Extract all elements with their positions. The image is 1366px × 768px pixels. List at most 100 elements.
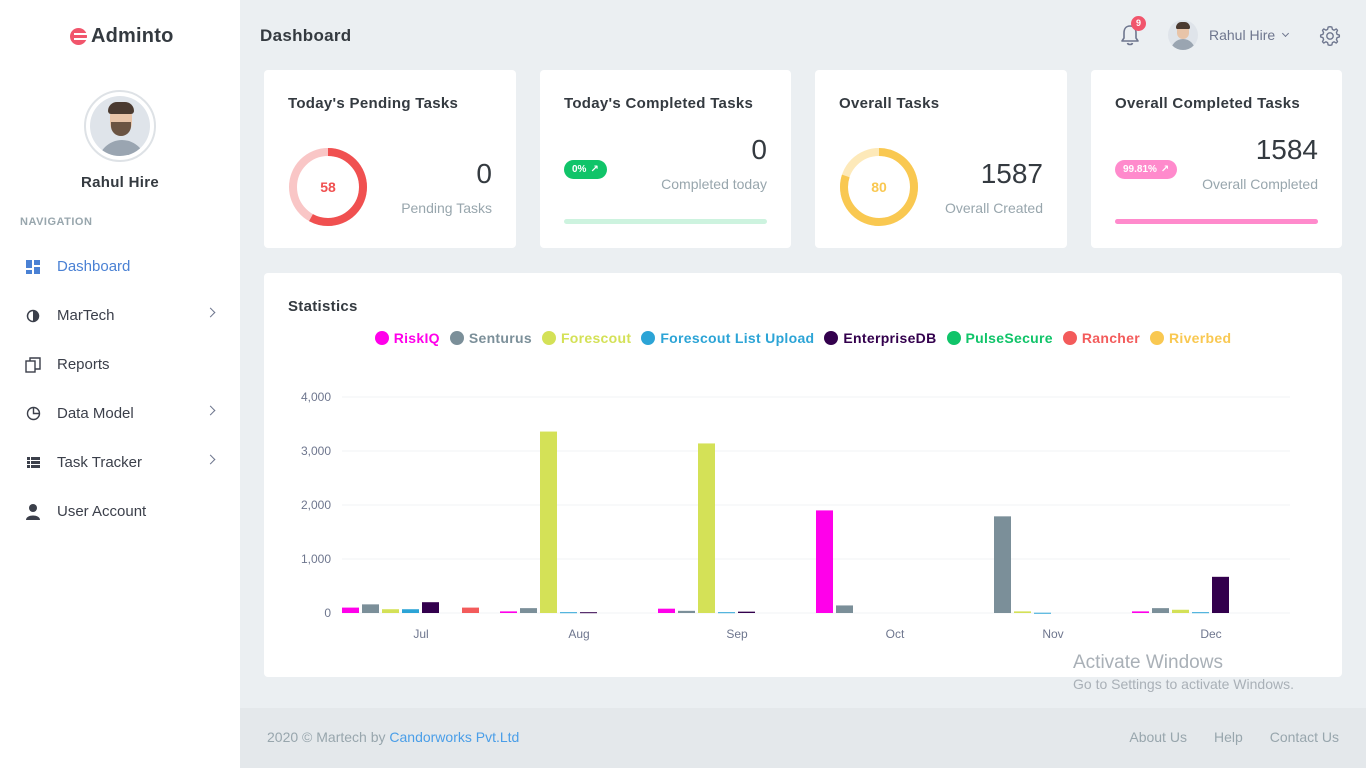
sidebar-item-label: Reports — [57, 356, 110, 373]
footer-copyright: 2020 © Martech by Candorworks Pvt.Ltd — [267, 729, 519, 745]
footer-link-help[interactable]: Help — [1213, 729, 1243, 745]
legend-label: Forescout — [560, 330, 632, 346]
bar — [1212, 576, 1229, 613]
sidebar-item-label: User Account — [57, 503, 147, 520]
trend-up-icon: ↗ — [1160, 164, 1170, 175]
bar — [462, 607, 479, 613]
legend-item[interactable]: RiskIQ — [374, 330, 440, 346]
bar — [402, 609, 419, 613]
pending-donut — [289, 148, 367, 226]
sidebar-item-data-model[interactable]: Data Model — [0, 389, 240, 438]
legend-item[interactable]: Forescout — [541, 330, 632, 346]
bar — [540, 431, 557, 613]
user-name: Rahul Hire — [1209, 27, 1276, 43]
overall-completed-badge: 99.81% ↗ — [1115, 160, 1178, 179]
legend-marker — [374, 331, 389, 345]
pie-chart-icon — [25, 406, 41, 422]
bar — [994, 516, 1011, 613]
sidebar-nav: Dashboard MarTech Reports Data Model — [0, 242, 240, 536]
bar — [560, 612, 577, 614]
statistics-card: Statistics RiskIQ Senturus Forescout Foresc… — [264, 273, 1342, 677]
sidebar-item-label: MarTech — [57, 307, 115, 324]
chevron-right-icon — [205, 454, 216, 465]
footer-links: About Us Help Contact Us — [1102, 729, 1339, 745]
pending-count: 0 — [476, 158, 492, 189]
watermark-title: Activate Windows — [1073, 652, 1223, 673]
statistics-title: Statistics — [288, 298, 358, 315]
contrast-icon — [25, 308, 41, 324]
legend-item[interactable]: PulseSecure — [946, 330, 1053, 346]
footer-link-about[interactable]: About Us — [1129, 729, 1187, 745]
copy-icon — [25, 356, 41, 373]
sidebar-item-dashboard[interactable]: Dashboard — [0, 242, 240, 291]
brand-name: Adminto — [91, 24, 174, 47]
logo-icon — [70, 27, 87, 45]
watermark-subtitle: Go to Settings to activate Windows. — [1073, 676, 1294, 692]
brand-logo[interactable]: Adminto — [70, 24, 174, 48]
legend-label: RiskIQ — [393, 330, 440, 346]
legend-marker — [449, 331, 464, 345]
list-icon — [25, 455, 41, 471]
sidebar-item-task-tracker[interactable]: Task Tracker — [0, 438, 240, 487]
legend-marker — [1149, 331, 1164, 345]
y-tick-label: 4,000 — [301, 390, 331, 404]
profile-avatar[interactable] — [84, 90, 156, 162]
sidebar-item-martech[interactable]: MarTech — [0, 291, 240, 340]
bar — [1172, 609, 1189, 613]
legend-item[interactable]: Riverbed — [1149, 330, 1232, 346]
copyright-text: 2020 © Martech by — [267, 729, 390, 745]
legend-marker — [641, 331, 656, 345]
gear-icon[interactable] — [1319, 25, 1341, 47]
overall-donut — [840, 148, 918, 226]
legend-marker — [946, 331, 961, 345]
legend-item[interactable]: Rancher — [1062, 330, 1140, 346]
chevron-right-icon — [205, 405, 216, 416]
bar — [520, 608, 537, 613]
overall-completed-card: Overall Completed Tasks 99.81% ↗ 1584 Ov… — [1091, 70, 1342, 248]
bar — [500, 611, 517, 613]
nav-title: NAVIGATION — [20, 216, 93, 228]
legend-label: Riverbed — [1168, 330, 1232, 346]
x-tick-label: Jul — [413, 627, 428, 641]
overall-completed-label: Overall Completed — [1202, 176, 1318, 192]
legend-label: PulseSecure — [965, 330, 1053, 346]
x-tick-label: Dec — [1200, 627, 1221, 641]
bar — [382, 609, 399, 613]
sidebar-item-label: Dashboard — [57, 258, 131, 275]
overall-completed-progress-fill — [1115, 219, 1318, 224]
y-tick-label: 3,000 — [301, 444, 331, 458]
notification-badge: 9 — [1131, 16, 1146, 31]
pending-label: Pending Tasks — [401, 200, 492, 216]
legend-item[interactable]: Senturus — [449, 330, 532, 346]
pending-donut-arc — [289, 148, 367, 226]
overall-label: Overall Created — [944, 200, 1043, 216]
legend-marker — [824, 331, 839, 345]
company-link[interactable]: Candorworks Pvt.Ltd — [389, 729, 520, 745]
completed-tasks-card: Today's Completed Tasks 0% ↗ 0 Completed… — [540, 70, 791, 248]
bar — [422, 602, 439, 613]
bar — [698, 443, 715, 613]
overall-count: 1587 — [980, 158, 1043, 189]
footer-link-contact[interactable]: Contact Us — [1269, 729, 1339, 745]
user-menu[interactable]: Rahul Hire — [1168, 20, 1290, 50]
legend-item[interactable]: Forescout List Upload — [641, 330, 814, 346]
legend-marker — [541, 331, 556, 345]
card-title: Today's Pending Tasks — [288, 95, 459, 112]
y-tick-label: 0 — [324, 606, 331, 620]
sidebar-item-label: Task Tracker — [57, 454, 143, 471]
bar — [738, 611, 755, 613]
sidebar-item-user-account[interactable]: User Account — [0, 487, 240, 536]
overall-completed-badge-text: 99.81% — [1123, 164, 1157, 175]
y-tick-label: 2,000 — [301, 498, 331, 512]
sidebar-item-reports[interactable]: Reports — [0, 340, 240, 389]
chevron-right-icon — [205, 307, 216, 318]
bar — [342, 607, 359, 613]
bar — [580, 612, 597, 614]
bar — [1132, 611, 1149, 613]
bar — [718, 612, 735, 614]
legend-item[interactable]: EnterpriseDB — [824, 330, 936, 346]
bar — [678, 610, 695, 613]
pending-donut-value: 58 — [320, 179, 336, 195]
sidebar: Adminto Rahul Hire NAVIGATION Dashboard … — [0, 0, 240, 768]
legend-label: Rancher — [1081, 330, 1140, 346]
